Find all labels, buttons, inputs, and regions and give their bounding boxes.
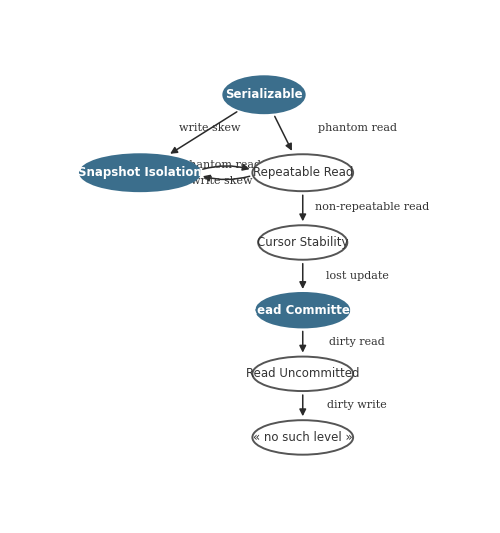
Text: Read Uncommitted: Read Uncommitted — [246, 367, 360, 381]
Text: dirty read: dirty read — [329, 337, 385, 347]
Text: « no such level »: « no such level » — [253, 431, 352, 444]
Text: Snapshot Isolation: Snapshot Isolation — [78, 166, 202, 179]
Ellipse shape — [252, 357, 353, 391]
Text: Repeatable Read: Repeatable Read — [252, 166, 353, 179]
Text: write skew: write skew — [190, 176, 252, 186]
Ellipse shape — [252, 154, 353, 191]
Ellipse shape — [224, 76, 304, 113]
Text: non-repeatable read: non-repeatable read — [316, 202, 430, 212]
Text: Cursor Stability: Cursor Stability — [257, 236, 348, 249]
Text: phantom read: phantom read — [318, 123, 397, 133]
Ellipse shape — [252, 420, 353, 455]
Ellipse shape — [256, 293, 349, 327]
Ellipse shape — [80, 154, 200, 191]
Ellipse shape — [258, 225, 348, 260]
Text: dirty write: dirty write — [327, 400, 387, 410]
Text: Read Committed: Read Committed — [248, 304, 358, 317]
Text: write skew: write skew — [179, 123, 240, 133]
Text: phantom read: phantom read — [182, 159, 261, 169]
Text: lost update: lost update — [326, 271, 388, 281]
Text: Serializable: Serializable — [225, 88, 303, 101]
